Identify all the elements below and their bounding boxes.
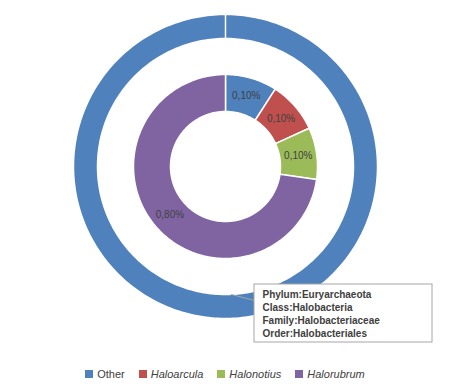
html-text:Other: Other — [97, 368, 125, 380]
svg-text:Family:Halobacteriaceae: Family:Halobacteriaceae — [263, 315, 381, 326]
html-text:Haloarcula: Haloarcula — [150, 368, 204, 380]
svg-text:0,10%: 0,10% — [267, 113, 295, 124]
svg-text:0,10%: 0,10% — [284, 150, 312, 161]
svg-text:Class:Halobacteria: Class:Halobacteria — [263, 302, 353, 313]
html-text:Halonotius: Halonotius — [229, 368, 282, 380]
svg-text:0,10%: 0,10% — [232, 90, 260, 101]
svg-text:0,80%: 0,80% — [156, 209, 184, 220]
html-text:Halorubrum: Halorubrum — [307, 368, 365, 380]
svg-text:Order:Halobacteriales: Order:Halobacteriales — [263, 328, 368, 339]
svg-text:Phylum:Euryarchaeota: Phylum:Euryarchaeota — [263, 289, 372, 300]
